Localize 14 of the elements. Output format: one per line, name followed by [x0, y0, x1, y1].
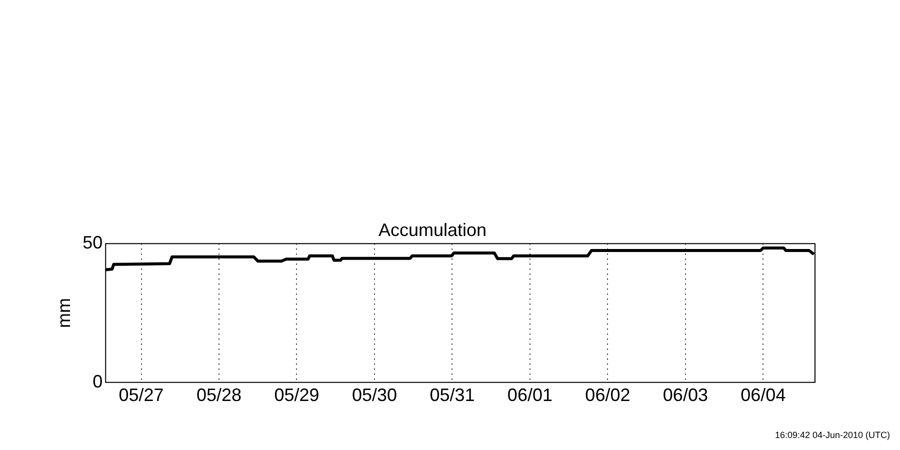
- text: 16:09:42 04-Jun-2010 (UTC): [774, 430, 890, 440]
- y-tick-label: 50: [82, 232, 103, 253]
- x-tick-label: 05/30: [352, 385, 397, 406]
- x-tick-label: 06/04: [740, 385, 786, 406]
- x-tick-label: 05/27: [118, 385, 164, 406]
- y-axis-title: mm: [54, 298, 74, 328]
- chart-title: Accumulation: [378, 220, 487, 240]
- x-tick-label: 05/29: [274, 385, 320, 406]
- x-tick-label: 05/31: [430, 385, 475, 406]
- x-tick-label: 06/01: [507, 385, 552, 406]
- x-tick-label: 06/02: [585, 385, 630, 406]
- x-tick-label: 06/03: [662, 385, 708, 406]
- x-tick-label: 05/28: [196, 385, 242, 406]
- y-tick-label: 0: [92, 371, 103, 392]
